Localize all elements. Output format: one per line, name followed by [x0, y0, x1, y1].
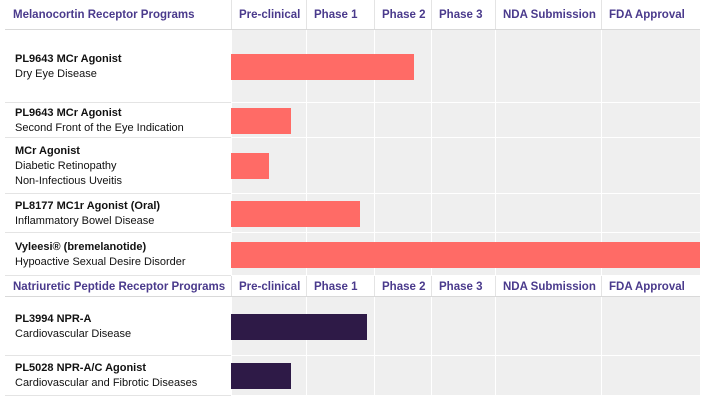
stage-cell: [495, 138, 601, 194]
stage-header: Phase 2: [374, 0, 431, 30]
stage-cell: [495, 103, 601, 138]
progress-bar: [231, 153, 269, 179]
row-divider: [5, 232, 231, 233]
stage-cell: [306, 103, 374, 138]
stage-cell: [601, 356, 700, 396]
row-divider: [5, 193, 231, 194]
stage-cell: [601, 103, 700, 138]
stage-cell: [374, 297, 431, 356]
stage-cell: [495, 356, 601, 396]
stage-header: Phase 2: [374, 276, 431, 297]
stage-header: Phase 3: [431, 276, 495, 297]
stage-cell: [601, 297, 700, 356]
stage-header: FDA Approval: [601, 0, 700, 30]
row-divider: [5, 355, 231, 356]
program-label: PL3994 NPR-A Cardiovascular Disease: [0, 297, 229, 356]
stage-cell: [495, 30, 601, 103]
progress-bar: [231, 107, 291, 134]
program-name: Vyleesi® (bremelanotide): [15, 240, 147, 253]
stage-cell: [601, 30, 700, 103]
stage-cell: [374, 103, 431, 138]
stage-cell: [431, 138, 495, 194]
row-divider: [5, 395, 231, 396]
program-name: PL9643 MCr Agonist: [15, 52, 122, 65]
stage-cell: [431, 356, 495, 396]
divider: [5, 296, 700, 297]
program-label: PL9643 MCr Agonist Dry Eye Disease: [0, 30, 229, 103]
program-label: PL9643 MCr Agonist Second Front of the Ey…: [0, 103, 229, 138]
program-label: Vyleesi® (bremelanotide) Hypoactive Sexua…: [0, 233, 229, 276]
stage-header: Pre-clinical: [231, 0, 306, 30]
progress-bar: [231, 200, 361, 227]
program-name: PL3994 NPR-A: [15, 312, 92, 325]
indication: Cardiovascular Disease: [15, 327, 132, 340]
stage-cell: [431, 30, 495, 103]
stage-header: Phase 1: [306, 276, 374, 297]
stage-cell: [306, 138, 374, 194]
row-divider: [5, 137, 231, 138]
progress-bar: [231, 241, 700, 268]
stage-header: Phase 1: [306, 0, 374, 30]
stage-cell: [601, 194, 700, 233]
progress-bar: [231, 363, 291, 389]
program-label: PL8177 MC1r Agonist (Oral) Inflammatory B…: [0, 194, 229, 233]
stage-header: FDA Approval: [601, 276, 700, 297]
indication: Dry Eye Disease: [15, 67, 97, 80]
program-name: PL9643 MCr Agonist: [15, 106, 122, 119]
stage-cell: [601, 138, 700, 194]
stage-cell: [306, 356, 374, 396]
stage-header: NDA Submission: [495, 0, 601, 30]
stage-header: NDA Submission: [495, 276, 601, 297]
stage-cell: [374, 138, 431, 194]
indication: Cardiovascular and Fibrotic Diseases: [15, 377, 198, 389]
program-name: PL5028 NPR-A/C Agonist: [15, 362, 147, 374]
stage-header: Phase 3: [431, 0, 495, 30]
section-title: Natriuretic Peptide Receptor Programs: [13, 280, 226, 293]
indication: Non-Infectious Uveitis: [15, 174, 122, 187]
indication: Second Front of the Eye Indication: [15, 121, 184, 134]
section-title: Melanocortin Receptor Programs: [13, 9, 195, 21]
stage-cell: [374, 194, 431, 233]
program-label: MCr Agonist Diabetic Retinopathy Non-Infec…: [0, 138, 229, 194]
stage-header: Pre-clinical: [231, 276, 306, 297]
stage-cell: [431, 194, 495, 233]
row-divider: [5, 275, 231, 276]
stage-cell: [431, 103, 495, 138]
stage-cell: [374, 356, 431, 396]
program-name: MCr Agonist: [15, 144, 80, 157]
stage-cell: [431, 297, 495, 356]
indication: Hypoactive Sexual Desire Disorder: [15, 255, 186, 268]
program-name: PL8177 MC1r Agonist (Oral): [15, 199, 161, 212]
program-label: PL5028 NPR-A/C Agonist Cardiovascular and…: [0, 356, 229, 396]
indication: Diabetic Retinopathy: [15, 159, 117, 172]
progress-bar: [231, 313, 368, 340]
stage-cell: [495, 297, 601, 356]
indication: Inflammatory Bowel Disease: [15, 214, 155, 227]
stage-cell: [495, 194, 601, 233]
row-divider: [5, 102, 231, 103]
progress-bar: [231, 53, 414, 80]
divider: [5, 29, 700, 30]
